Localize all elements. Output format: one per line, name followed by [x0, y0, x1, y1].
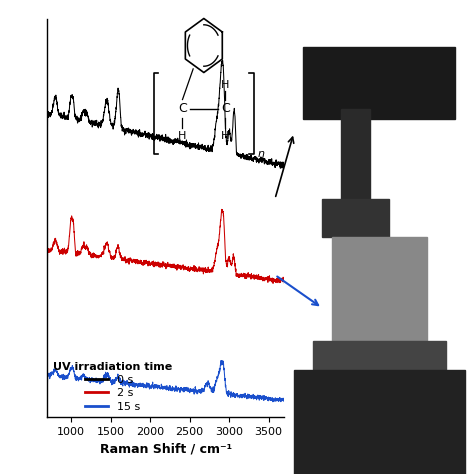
Text: C: C [221, 102, 229, 115]
Text: H: H [221, 80, 229, 90]
Bar [303, 47, 455, 118]
Text: n: n [258, 148, 265, 159]
X-axis label: Raman Shift / cm⁻¹: Raman Shift / cm⁻¹ [100, 442, 232, 456]
Bar [294, 370, 465, 474]
Bar [332, 237, 427, 356]
Bar [322, 199, 389, 237]
Text: H: H [221, 130, 229, 141]
Bar [341, 109, 370, 213]
Text: C: C [178, 102, 187, 115]
Legend: 0 s, 2 s, 15 s: 0 s, 2 s, 15 s [53, 362, 172, 411]
Bar [313, 341, 446, 379]
Text: H: H [178, 130, 187, 141]
